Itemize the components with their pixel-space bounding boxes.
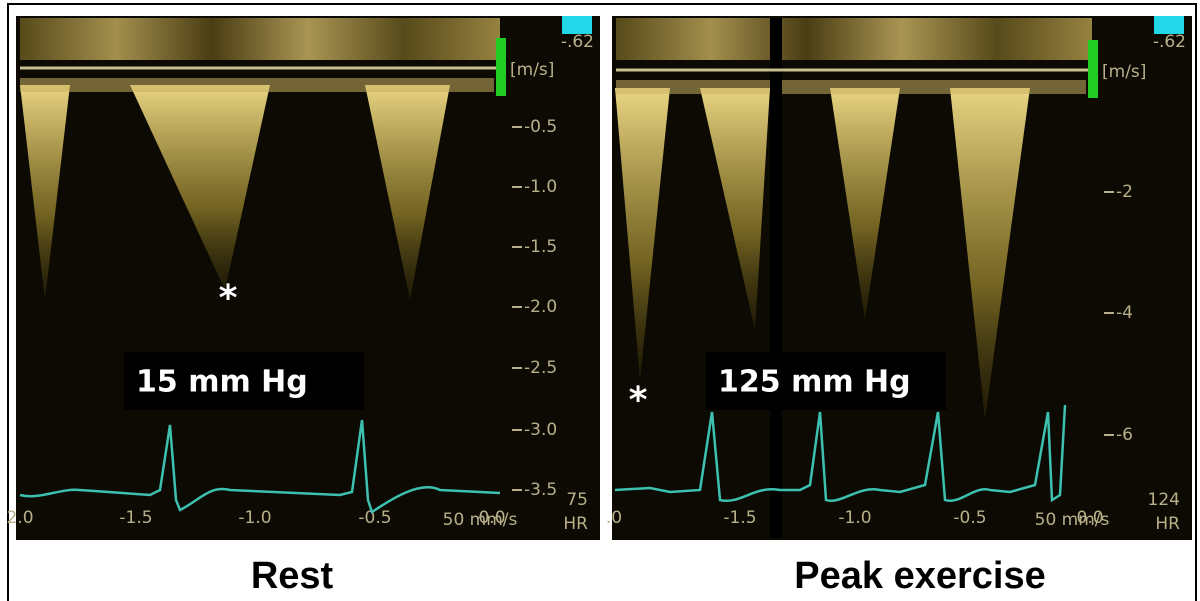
- velocity-tick-label: -1.5: [524, 237, 557, 257]
- pressure-box: [706, 352, 946, 410]
- peak-marker: *: [219, 278, 238, 319]
- pressure-box: [124, 352, 364, 410]
- velocity-envelope: [950, 88, 1030, 420]
- ecg-trace: [19, 419, 501, 514]
- time-tick-label: -1.5: [723, 508, 756, 528]
- time-tick-label: -1.0: [238, 508, 271, 528]
- pressure-label: 15 mm Hg: [136, 365, 308, 400]
- scale-label: -.62: [1153, 32, 1186, 52]
- velocity-tick-label: -1.0: [524, 177, 557, 197]
- hr-label: HR: [563, 514, 588, 534]
- time-tick-label: 2.0: [6, 508, 33, 528]
- velocity-tick-label: -2.5: [524, 358, 557, 378]
- velocity-tick-label: -2: [1116, 182, 1133, 202]
- panel: -.62 [m/s] -2 -4 -6 .0 -1.5 -1.0 -0.5 0.050 mm/s 1…: [606, 16, 1192, 597]
- doppler-background: [16, 16, 600, 540]
- doppler-background: [612, 16, 1192, 540]
- unit-label: [m/s]: [1102, 62, 1146, 82]
- cyan-marker: [1154, 16, 1184, 34]
- scale-bar: [1088, 40, 1098, 98]
- sweep-label: 50 mm/s: [1035, 510, 1110, 530]
- panel: -.62 [m/s] -0.5 -1.0 -1.5 -2.0 -2.5 -3.0 -3.5 2.0…: [6, 16, 600, 597]
- velocity-tick-label: -3.5: [524, 480, 557, 500]
- ecg-trace: [614, 404, 1067, 503]
- time-tick-label: 0.0: [1076, 508, 1103, 528]
- time-tick-label: .0: [606, 508, 622, 528]
- time-tick-label: -0.5: [953, 508, 986, 528]
- velocity-tick-label: -6: [1116, 425, 1133, 445]
- velocity-tick-label: -0.5: [524, 117, 557, 137]
- panel-caption: Peak exercise: [794, 555, 1045, 597]
- time-tick-label: 0.0: [478, 508, 505, 528]
- time-tick-label: -0.5: [358, 508, 391, 528]
- envelope-top: [20, 78, 494, 92]
- time-tick-label: -1.5: [119, 508, 152, 528]
- cyan-marker: [562, 16, 592, 34]
- scale-label: -.62: [561, 32, 594, 52]
- hr-label: HR: [1155, 514, 1180, 534]
- velocity-envelope: [700, 88, 770, 330]
- pressure-label: 125 mm Hg: [718, 365, 911, 400]
- velocity-envelope: [130, 85, 270, 290]
- scale-bar: [496, 38, 506, 96]
- panel-caption: Rest: [251, 555, 334, 597]
- velocity-envelope: [830, 88, 900, 320]
- peak-marker: *: [629, 380, 648, 421]
- velocity-tick-label: -2.0: [524, 297, 557, 317]
- border: [7, 3, 1197, 601]
- velocity-envelope: [615, 88, 670, 380]
- envelope-top: [616, 80, 1086, 94]
- top-band: [20, 18, 500, 60]
- velocity-envelope: [20, 85, 70, 300]
- time-tick-label: -1.0: [838, 508, 871, 528]
- gap: [770, 18, 782, 538]
- hr-value: 124: [1148, 490, 1180, 510]
- top-band: [616, 18, 1092, 60]
- velocity-tick-label: -3.0: [524, 420, 557, 440]
- velocity-envelope: [365, 85, 450, 300]
- hr-value: 75: [566, 490, 588, 510]
- velocity-tick-label: -4: [1116, 303, 1133, 323]
- sweep-label: 50 mm/s: [443, 510, 518, 530]
- unit-label: [m/s]: [510, 60, 554, 80]
